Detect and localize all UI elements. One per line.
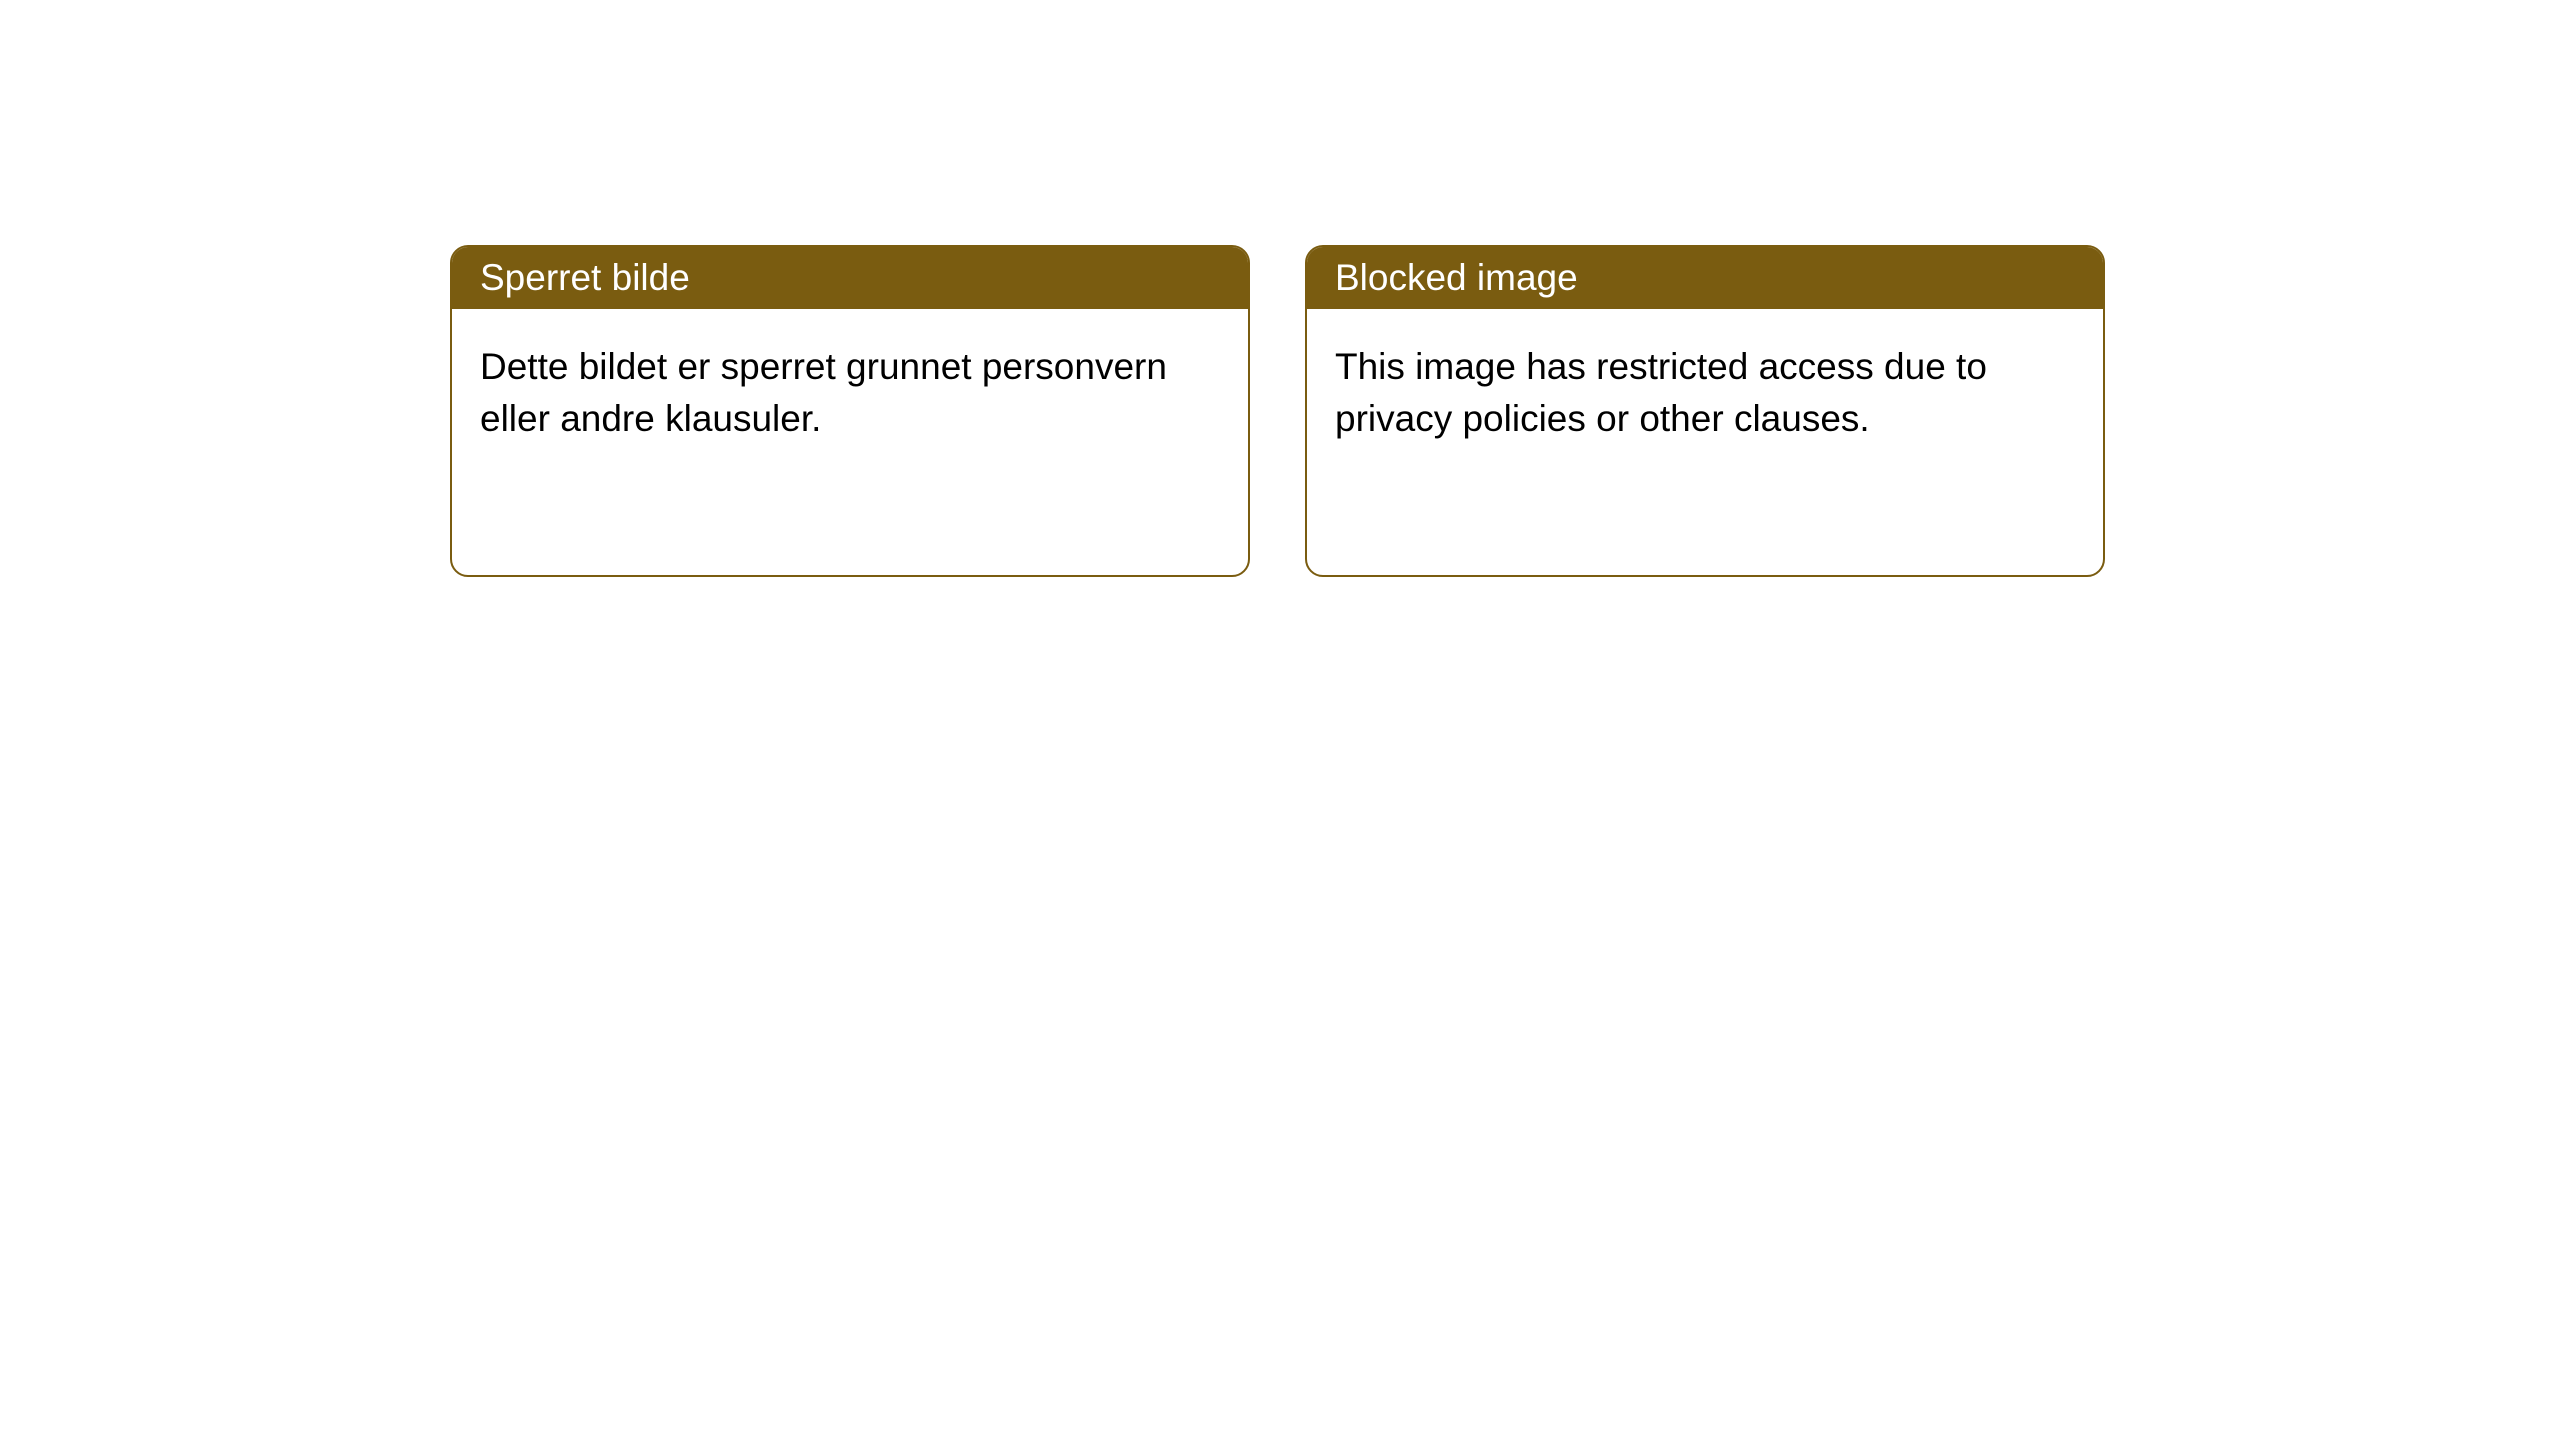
notice-header: Blocked image <box>1307 247 2103 309</box>
notice-body: This image has restricted access due to … <box>1307 309 2103 477</box>
notice-header: Sperret bilde <box>452 247 1248 309</box>
notice-body: Dette bildet er sperret grunnet personve… <box>452 309 1248 477</box>
notice-card-english: Blocked image This image has restricted … <box>1305 245 2105 577</box>
notice-card-norwegian: Sperret bilde Dette bildet er sperret gr… <box>450 245 1250 577</box>
notice-container: Sperret bilde Dette bildet er sperret gr… <box>450 245 2105 577</box>
